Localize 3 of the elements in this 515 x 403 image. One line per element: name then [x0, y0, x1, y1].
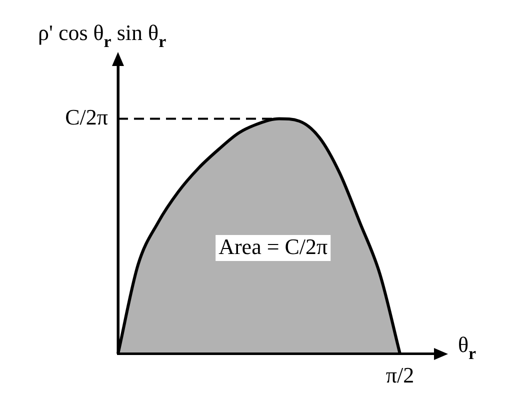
- text: π/2: [386, 362, 414, 388]
- annotation: Area = C/2π: [218, 234, 328, 259]
- text: C/2π: [65, 104, 108, 130]
